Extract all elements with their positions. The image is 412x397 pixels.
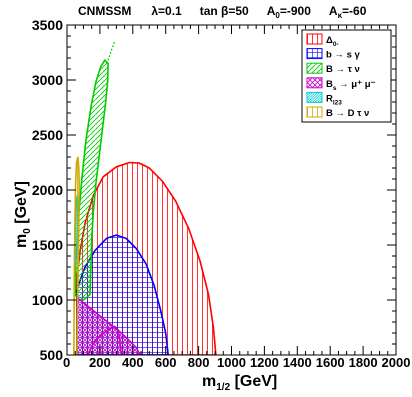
x-tick-label: 1200 xyxy=(250,355,279,370)
x-tick-label: 1600 xyxy=(316,355,345,370)
region-bs xyxy=(76,296,142,355)
legend-swatch xyxy=(306,33,323,45)
y-tick-label: 3000 xyxy=(32,72,63,88)
region-b-tail xyxy=(107,41,116,61)
legend-label: B → D τ ν xyxy=(326,108,369,119)
title-text: CNMSSM λ=0.1 tan β=50 A0=-900 Aκ=-60 xyxy=(78,4,367,20)
y-tick-label: 1500 xyxy=(32,237,63,253)
y-tick-label: 1000 xyxy=(32,292,63,308)
y-tick-label: 3500 xyxy=(32,17,63,33)
legend-swatch xyxy=(306,77,323,89)
legend: Δ0- b → s γ B → τ ν Bs → μ⁺ μ⁻Rl23 B → D τ ν xyxy=(301,29,392,123)
y-axis-label: m0 [GeV] xyxy=(13,181,33,248)
x-tick-label: 1800 xyxy=(349,355,378,370)
x-tick-label: 200 xyxy=(89,355,111,370)
x-tick-label: 1400 xyxy=(283,355,312,370)
axis-labels: m1/2 [GeV] m0 [GeV] xyxy=(13,181,277,393)
y-tick-label: 500 xyxy=(40,347,64,363)
region-b-d xyxy=(73,156,81,355)
legend-swatch xyxy=(306,106,323,118)
legend-label: Δ0- xyxy=(326,35,339,48)
legend-swatch xyxy=(306,62,323,74)
legend-label: B → τ ν xyxy=(326,64,360,75)
x-tick-label: 400 xyxy=(122,355,144,370)
axis-ticks: 0 200 400 600 800 1000 1200 1400 1600 1800 2000 500… xyxy=(32,17,411,370)
x-tick-label: 600 xyxy=(155,355,177,370)
plot-regions xyxy=(73,41,217,355)
y-tick-label: 2500 xyxy=(32,127,63,143)
legend-label: Bs → μ⁺ μ⁻ xyxy=(326,79,376,92)
region-b xyxy=(74,58,109,301)
x-axis-label: m1/2 [GeV] xyxy=(202,373,277,392)
chart-title: CNMSSM λ=0.1 tan β=50 A0=-900 Aκ=-60 xyxy=(78,4,367,20)
x-tick-label: 800 xyxy=(188,355,210,370)
x-tick-label: 2000 xyxy=(382,355,411,370)
x-tick-label: 0 xyxy=(63,355,70,370)
legend-label: Rl23 xyxy=(326,93,342,106)
legend-label: b → s γ xyxy=(326,50,361,61)
x-tick-label: 1000 xyxy=(217,355,246,370)
legend-swatch xyxy=(306,48,323,60)
legend-swatch xyxy=(306,91,323,103)
y-tick-label: 2000 xyxy=(32,182,63,198)
region-bs-inner-boundary xyxy=(87,325,123,355)
